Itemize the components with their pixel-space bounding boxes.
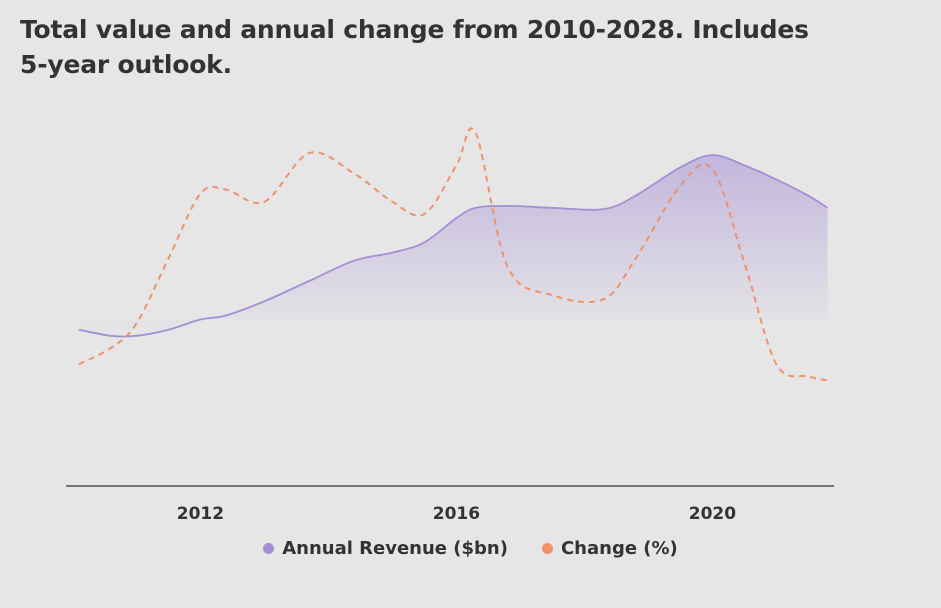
- x-tick-label: 2016: [433, 504, 480, 524]
- revenue-area: [78, 155, 828, 337]
- legend-label-revenue: Annual Revenue ($bn): [282, 538, 508, 559]
- legend-item-change[interactable]: Change (%): [541, 538, 678, 559]
- change-legend-marker: [541, 543, 553, 554]
- legend: Annual Revenue ($bn) Change (%): [0, 538, 941, 559]
- legend-item-revenue[interactable]: Annual Revenue ($bn): [263, 538, 508, 559]
- chart-title: Total value and annual change from 2010-…: [20, 15, 809, 79]
- revenue-legend-marker: [263, 543, 275, 554]
- x-tick-label: 2012: [177, 504, 224, 524]
- legend-label-change: Change (%): [560, 538, 678, 559]
- x-tick-label: 2020: [689, 504, 736, 524]
- revenue-line: [78, 154, 829, 338]
- change-line: [78, 127, 828, 382]
